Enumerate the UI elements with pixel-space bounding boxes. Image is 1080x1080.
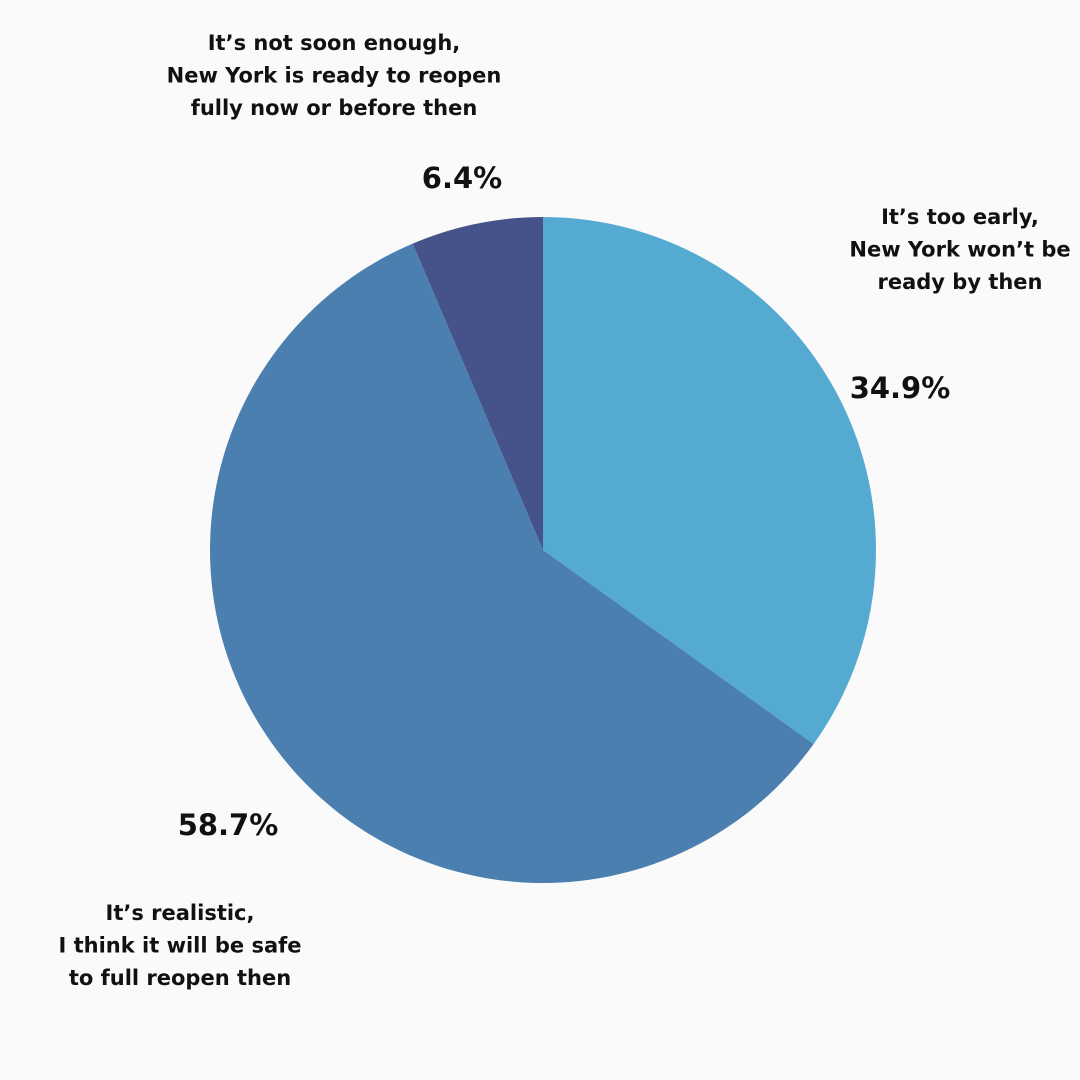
slice-label: It’s realistic, [106,901,255,925]
slice-label: It’s too early, [881,205,1039,229]
slice-label: I think it will be safe [58,934,301,958]
slice-label: ready by then [877,270,1042,294]
slice-label: New York is ready to reopen [167,64,502,88]
value-label: 34.9% [850,371,951,405]
pie-slice [412,217,543,550]
slice-label: It’s not soon enough, [208,31,461,55]
slice-label: New York won’t be [849,238,1070,262]
value-label: 6.4% [422,161,502,195]
pie-slice [543,217,877,745]
slice-label: fully now or before then [191,96,478,120]
slice-label: to full reopen then [69,966,291,990]
value-label: 58.7% [178,808,279,842]
pie-slice [210,243,814,883]
